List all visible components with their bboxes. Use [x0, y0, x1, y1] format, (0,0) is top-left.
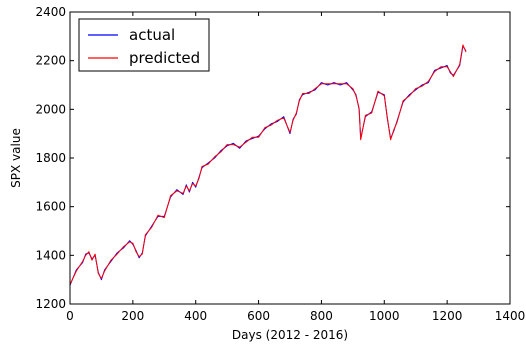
- legend: actual predicted: [78, 18, 210, 72]
- x-tick-label: 1000: [369, 309, 400, 323]
- y-tick-label: 2000: [35, 102, 66, 116]
- legend-predicted-label: predicted: [129, 49, 200, 67]
- series-line-predicted: [69, 44, 467, 285]
- y-tick-label: 1400: [35, 248, 66, 262]
- x-tick-label: 400: [184, 309, 207, 323]
- series-layer: [69, 44, 467, 286]
- legend-actual-label: actual: [129, 26, 175, 44]
- y-tick-label: 2200: [35, 54, 66, 68]
- ticks-layer: 0 200 400 600 800 1000 1200 1400 1200 1400 1600 180…: [35, 5, 525, 323]
- y-tick-label: 1800: [35, 151, 66, 165]
- x-tick-label: 600: [247, 309, 270, 323]
- y-axis-label: SPX value: [9, 128, 23, 188]
- legend-box: [78, 18, 210, 72]
- y-tick-label: 1200: [35, 297, 66, 311]
- x-tick-label: 1400: [495, 309, 526, 323]
- y-tick-label: 1600: [35, 200, 66, 214]
- x-tick-label: 200: [121, 309, 144, 323]
- y-tick-label: 2400: [35, 5, 66, 19]
- x-tick-label: 0: [66, 309, 74, 323]
- x-tick-label: 1200: [432, 309, 463, 323]
- x-tick-label: 800: [310, 309, 333, 323]
- x-axis-label: Days (2012 - 2016): [232, 328, 348, 342]
